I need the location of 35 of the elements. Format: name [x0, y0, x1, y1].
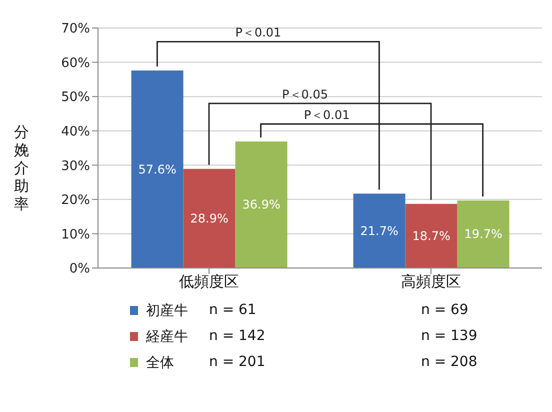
legend-label: 経産牛: [146, 328, 188, 346]
bar: [353, 194, 406, 268]
bar: [183, 168, 236, 268]
y-tick-label: 50%: [61, 90, 90, 106]
y-tick-label: 0%: [69, 262, 90, 277]
y-tick-label: 30%: [61, 158, 90, 174]
bar: [235, 141, 288, 268]
annotation: P＜0.01: [304, 108, 350, 122]
legend-label: 全体: [146, 354, 174, 372]
data-label: 19.7%: [464, 227, 502, 242]
text: n = 142: [209, 328, 266, 344]
annotation: P＜0.01: [235, 26, 282, 40]
text: n = 201: [209, 354, 266, 370]
data-label: 28.9%: [190, 211, 228, 226]
data-label: 57.6%: [138, 162, 176, 176]
y-tick-label: 40%: [61, 124, 90, 140]
bar: [405, 204, 458, 268]
text: n = 69: [421, 302, 468, 318]
text: n = 139: [421, 328, 478, 344]
y-tick-label: 70%: [61, 22, 90, 37]
data-label: 36.9%: [242, 198, 280, 212]
x-tick-label: 高頻度区: [401, 272, 461, 291]
y-tick-label: 60%: [61, 56, 90, 71]
y-tick-label: 10%: [61, 227, 90, 242]
bar: [457, 200, 510, 268]
y-tick-label: 20%: [61, 193, 90, 208]
data-label: 18.7%: [412, 228, 450, 243]
bar: [131, 70, 184, 268]
text: n = 208: [421, 354, 478, 370]
annotation: P＜0.05: [282, 87, 328, 102]
text: n = 61: [209, 302, 256, 318]
y-axis-title: 分娩介助率: [14, 123, 30, 213]
x-tick-label: 低頻度区: [179, 272, 239, 291]
data-label: 21.7%: [360, 224, 398, 238]
legend-label: 初産牛: [146, 302, 188, 320]
